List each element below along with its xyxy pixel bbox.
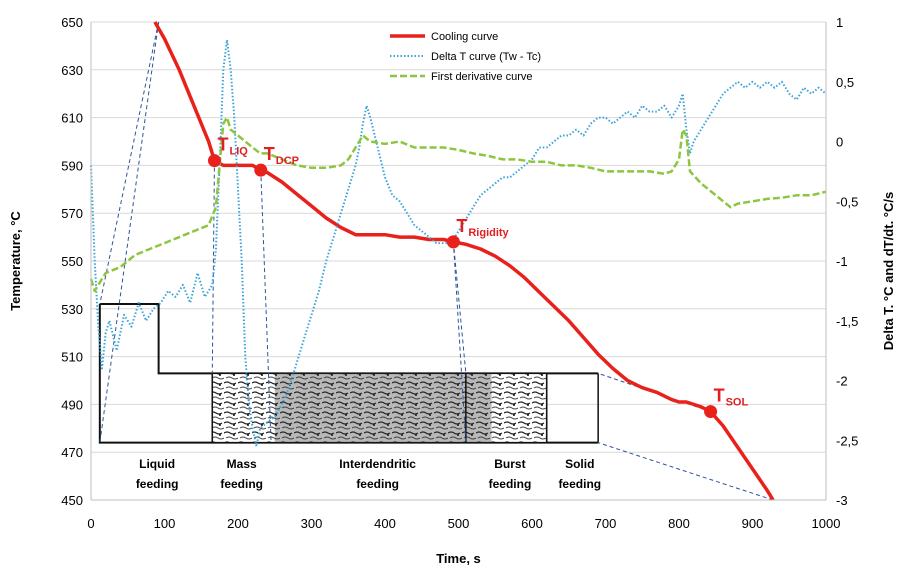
y-left-tick-label: 550 [61,254,83,269]
connector-line [99,21,160,305]
x-axis-title: Time, s [436,551,481,566]
x-tick-label: 100 [154,516,176,531]
connector-line [211,160,215,374]
legend: Cooling curve Delta T curve (Tw - Tc) Firs… [390,31,541,83]
y-left-tick-label: 610 [61,111,83,126]
annotation-label: T [456,216,467,236]
zone-label: Interdendritic [339,457,416,471]
connector-line [597,442,774,501]
y-left-tick-label: 630 [61,63,83,78]
dense-dendrite-shade [274,373,492,443]
series-line-cooling [153,21,775,501]
series-line-first [89,116,827,293]
y-right-tick-label: -1 [836,254,848,269]
y-left-axis-title: Temperature, °C [8,211,23,311]
connector-line [99,21,160,443]
annotation-marker [704,405,718,419]
y-left-tick-label: 570 [61,206,83,221]
zone-label: feeding [489,477,532,491]
x-tick-label: 400 [374,516,396,531]
y-right-tick-label: 0,5 [836,75,854,90]
x-tick-label: 700 [595,516,617,531]
y-left-tick-label: 510 [61,350,83,365]
connector-line [452,241,467,374]
connector-line [260,170,272,443]
annotation-label: T [264,144,275,164]
annotation-label: T [714,386,725,406]
x-tick-label: 200 [227,516,249,531]
x-tick-label: 0 [87,516,94,531]
legend-label: Cooling curve [431,31,498,43]
microstructure-illustration [98,21,774,501]
y-left-tick-label: 490 [61,397,83,412]
y-right-tick-label: -2 [836,374,848,389]
zone-label: feeding [136,477,179,491]
y-left-tick-label: 470 [61,445,83,460]
x-tick-label: 600 [521,516,543,531]
y-right-tick-label: 0 [836,135,843,150]
zone-label: Liquid [139,457,175,471]
annotation-marker [446,235,460,249]
y-left-tick-label: 650 [61,15,83,30]
zone-label: Solid [565,457,594,471]
zone-label: feeding [356,477,399,491]
x-tick-label: 1000 [812,516,841,531]
y-right-tick-label: 1 [836,15,843,30]
annotation-marker [207,154,221,168]
y-right-tick-label: -0,5 [836,194,858,209]
series-line-delta [90,38,827,448]
y-right-tick-label: -2,5 [836,433,858,448]
annotation-label: T [217,135,228,155]
y-right-tick-label: -1,5 [836,314,858,329]
y-left-tick-label: 450 [61,493,83,508]
legend-label: Delta T curve (Tw - Tc) [431,51,541,63]
y-left-tick-label: 590 [61,158,83,173]
zone-label: Mass [227,457,257,471]
y-left-tick-label: 530 [61,302,83,317]
annotation-marker [254,163,268,177]
zone-label: feeding [220,477,263,491]
labels: Liquid feeding Mass feeding Interdendritic fe… [136,135,749,491]
annotation-subscript: LIQ [229,146,248,158]
x-tick-label: 300 [301,516,323,531]
x-tick-label: 500 [448,516,470,531]
annotation-subscript: DCP [276,155,299,167]
x-tick-label: 800 [668,516,690,531]
zone-label: feeding [558,477,601,491]
annotation-subscript: Rigidity [468,227,509,239]
x-tick-label: 900 [742,516,764,531]
zone-label: Burst [494,457,525,471]
dendrite-region [211,372,548,444]
y-right-tick-label: -3 [836,493,848,508]
axes: 0 100 200 300 400 500 600 700 800 900 1000 450 470 49… [8,15,896,566]
series-lines [89,21,827,501]
y-right-axis-title: Delta T. °C and dT/dt. °C/s [881,192,896,350]
legend-label: First derivative curve [431,71,532,83]
annotation-subscript: SOL [726,397,749,409]
connector-line [452,241,467,443]
